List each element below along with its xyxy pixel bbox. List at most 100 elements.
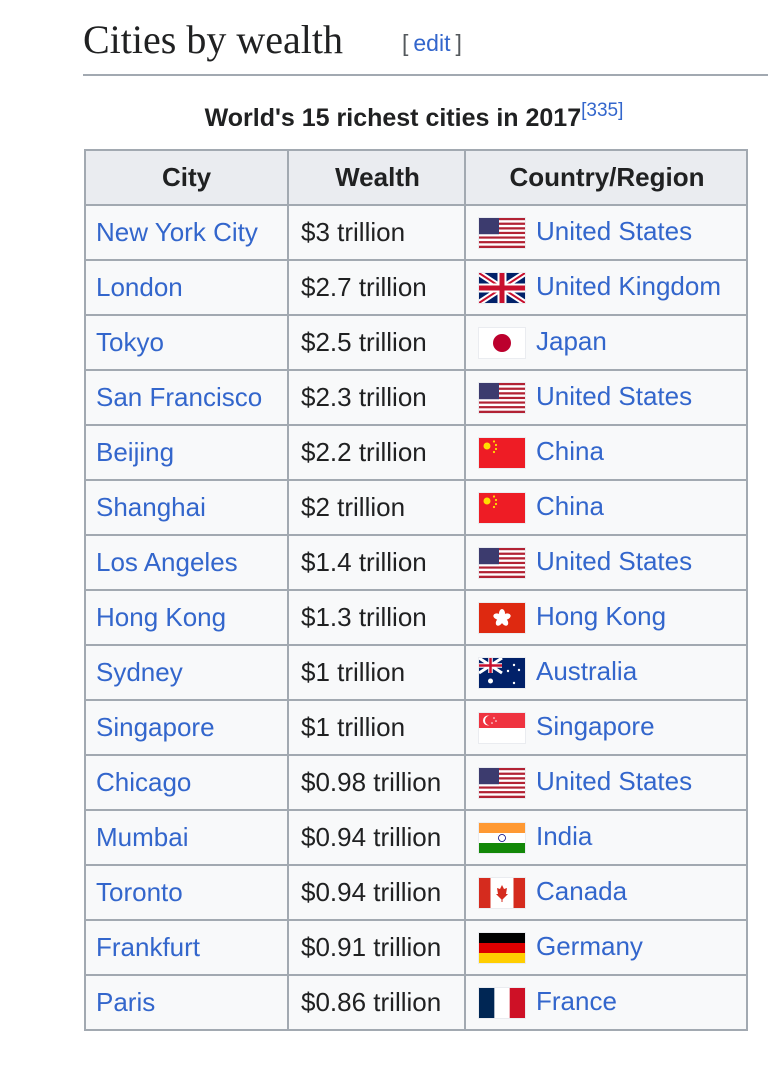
section-title: Cities by wealth [83, 17, 343, 62]
hk-flag-icon [478, 602, 526, 635]
header-city: City [84, 149, 289, 206]
country-cell: Singapore [464, 699, 748, 756]
city-link[interactable]: Frankfurt [96, 932, 201, 962]
country-link[interactable]: United States [536, 380, 693, 411]
country-cell: Germany [464, 919, 748, 976]
table-row: Tokyo $2.5 trillion Japan [84, 314, 748, 371]
city-cell: Mumbai [84, 809, 289, 866]
wealth-cell: $2.2 trillion [287, 424, 466, 481]
country-link[interactable]: China [536, 435, 604, 466]
city-cell: Shanghai [84, 479, 289, 536]
city-cell: Frankfurt [84, 919, 289, 976]
city-link[interactable]: Tokyo [96, 327, 164, 357]
country-link[interactable]: United States [536, 545, 693, 576]
wealth-cell: $2.3 trillion [287, 369, 466, 426]
city-cell: Paris [84, 974, 289, 1031]
us-flag-icon [478, 217, 526, 250]
header-wealth: Wealth [287, 149, 466, 206]
city-cell: Toronto [84, 864, 289, 921]
header-country: Country/Region [464, 149, 748, 206]
city-link[interactable]: Chicago [96, 767, 192, 797]
country-cell: United States [464, 754, 748, 811]
header-row: City Wealth Country/Region [84, 149, 748, 206]
city-cell: San Francisco [84, 369, 289, 426]
city-cell: Sydney [84, 644, 289, 701]
wealth-cell: $2.5 trillion [287, 314, 466, 371]
city-link[interactable]: New York City [96, 217, 258, 247]
country-link[interactable]: United States [536, 215, 693, 246]
country-link[interactable]: Singapore [536, 710, 655, 741]
table-row: Beijing $2.2 trillion China [84, 424, 748, 481]
city-link[interactable]: Los Angeles [96, 547, 238, 577]
city-link[interactable]: Paris [96, 987, 156, 1017]
country-link[interactable]: Hong Kong [536, 600, 667, 631]
edit-section: [edit] [402, 30, 462, 56]
country-link[interactable]: India [536, 820, 593, 851]
wealth-cell: $0.86 trillion [287, 974, 466, 1031]
table-row: Toronto $0.94 trillion Canada [84, 864, 748, 921]
reference-link[interactable]: [335] [581, 100, 624, 121]
table-row: Sydney $1 trillion Australia [84, 644, 748, 701]
country-link[interactable]: Canada [536, 875, 628, 906]
city-link[interactable]: Hong Kong [96, 602, 227, 632]
us-flag-icon [478, 547, 526, 580]
us-flag-icon [478, 382, 526, 415]
city-cell: Chicago [84, 754, 289, 811]
country-cell: Australia [464, 644, 748, 701]
fr-flag-icon [478, 987, 526, 1020]
edit-link[interactable]: edit [413, 30, 451, 56]
city-link[interactable]: San Francisco [96, 382, 263, 412]
country-cell: United States [464, 369, 748, 426]
city-link[interactable]: Mumbai [96, 822, 189, 852]
ca-flag-icon [478, 877, 526, 910]
table-row: Paris $0.86 trillion France [84, 974, 748, 1031]
city-cell: New York City [84, 204, 289, 261]
us-flag-icon [478, 767, 526, 800]
caption-text: World's 15 richest cities in 2017 [204, 104, 582, 132]
wealth-cell: $0.91 trillion [287, 919, 466, 976]
table-row: Chicago $0.98 trillion United States [84, 754, 748, 811]
wealth-cell: $0.94 trillion [287, 864, 466, 921]
table-row: Hong Kong $1.3 trillion Hong Kong [84, 589, 748, 646]
country-link[interactable]: Australia [536, 655, 638, 686]
section-heading: Cities by wealth [edit] [83, 14, 768, 76]
table-row: Frankfurt $0.91 trillion Germany [84, 919, 748, 976]
wealth-cell: $2 trillion [287, 479, 466, 536]
city-link[interactable]: Toronto [96, 877, 183, 907]
table-caption: World's 15 richest cities in 2017[335] [84, 100, 744, 133]
country-cell: China [464, 424, 748, 481]
city-link[interactable]: Sydney [96, 657, 183, 687]
country-cell: France [464, 974, 748, 1031]
in-flag-icon [478, 822, 526, 855]
city-cell: Tokyo [84, 314, 289, 371]
city-cell: Los Angeles [84, 534, 289, 591]
city-link[interactable]: Beijing [96, 437, 175, 467]
city-link[interactable]: Singapore [96, 712, 215, 742]
country-link[interactable]: France [536, 985, 617, 1016]
wealth-cell: $2.7 trillion [287, 259, 466, 316]
cn-flag-icon [478, 492, 526, 525]
country-link[interactable]: China [536, 490, 604, 521]
city-link[interactable]: London [96, 272, 183, 302]
city-cell: London [84, 259, 289, 316]
country-link[interactable]: Japan [536, 325, 607, 356]
gb-flag-icon [478, 272, 526, 305]
table-row: Mumbai $0.94 trillion India [84, 809, 748, 866]
country-link[interactable]: United States [536, 765, 693, 796]
country-cell: Hong Kong [464, 589, 748, 646]
wealth-cell: $1.3 trillion [287, 589, 466, 646]
au-flag-icon [478, 657, 526, 690]
country-link[interactable]: Germany [536, 930, 643, 961]
table-row: San Francisco $2.3 trillion United State… [84, 369, 748, 426]
jp-flag-icon [478, 327, 526, 360]
table-row: Shanghai $2 trillion China [84, 479, 748, 536]
wealth-cell: $3 trillion [287, 204, 466, 261]
city-cell: Hong Kong [84, 589, 289, 646]
country-cell: China [464, 479, 748, 536]
sg-flag-icon [478, 712, 526, 745]
city-link[interactable]: Shanghai [96, 492, 206, 522]
table-row: Los Angeles $1.4 trillion United States [84, 534, 748, 591]
cities-table: City Wealth Country/Region New York City… [84, 149, 748, 1031]
country-cell: Japan [464, 314, 748, 371]
country-link[interactable]: United Kingdom [536, 270, 721, 301]
